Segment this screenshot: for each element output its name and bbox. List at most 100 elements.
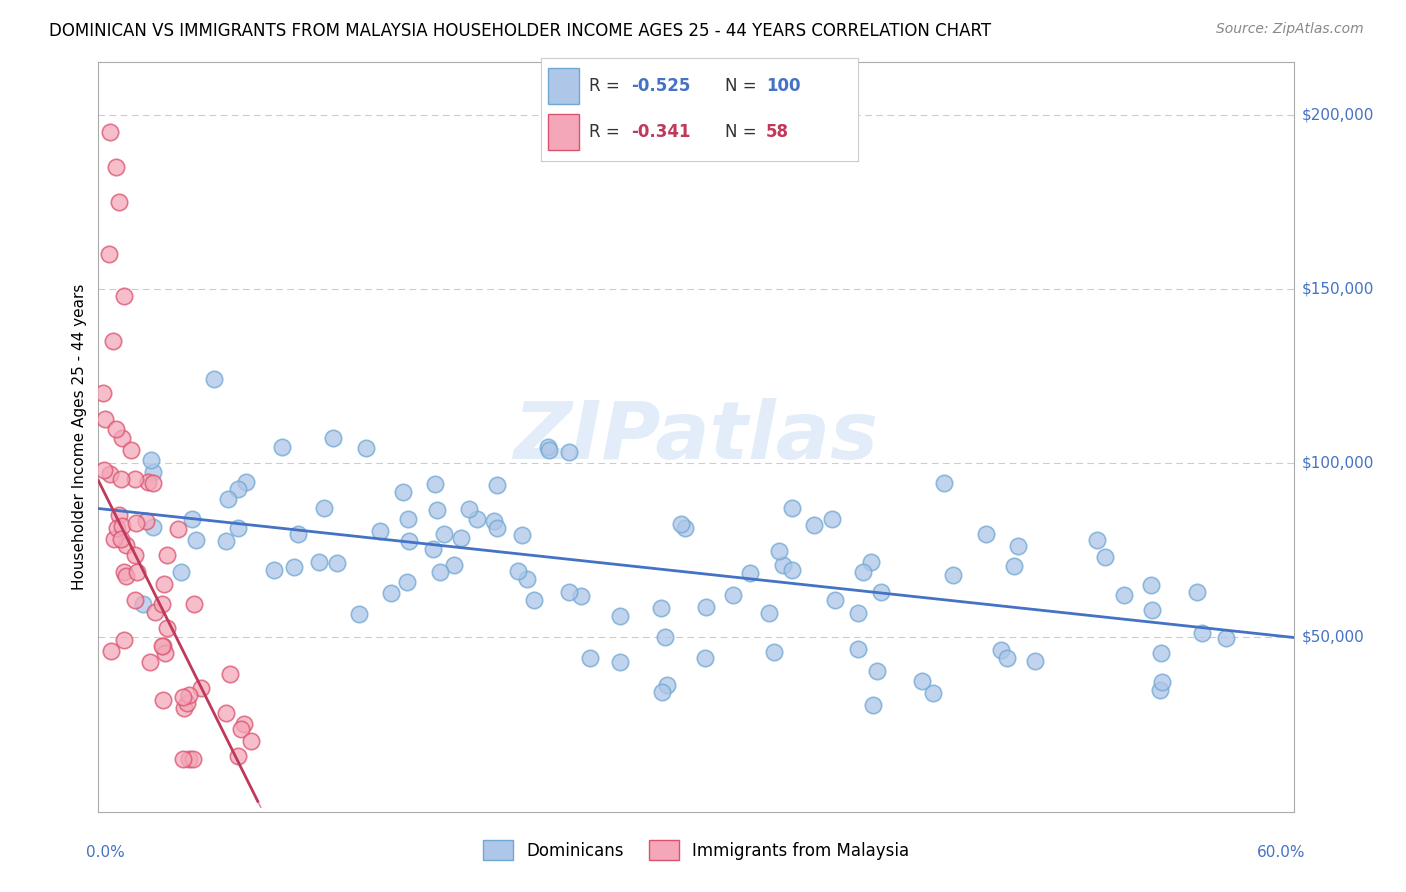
Point (152, 639, 174, 653)
Point (150, 597, 173, 611)
Point (226, 482, 249, 496)
Point (1002, 558, 1025, 573)
Point (1024, 653, 1046, 667)
Point (153, 577, 176, 591)
Point (443, 558, 465, 572)
Point (98, 247, 121, 261)
Text: $50,000: $50,000 (1302, 630, 1365, 645)
Point (173, 701, 195, 715)
Point (141, 452, 163, 467)
Point (124, 472, 146, 486)
Point (167, 522, 190, 536)
Point (974, 527, 997, 541)
Point (1114, 588, 1136, 602)
Point (181, 752, 204, 766)
Point (782, 500, 804, 515)
Point (486, 521, 509, 535)
Point (934, 476, 956, 491)
Point (112, 565, 135, 579)
Point (1191, 626, 1213, 640)
Point (1140, 603, 1163, 617)
Point (239, 734, 262, 748)
Point (103, 334, 125, 349)
Point (326, 556, 349, 570)
Point (100, 644, 122, 658)
Point (396, 512, 419, 526)
Point (141, 475, 163, 490)
Point (132, 597, 155, 611)
Point (821, 512, 844, 526)
Point (537, 442, 560, 457)
Point (824, 593, 846, 607)
Point (522, 593, 544, 607)
Text: 58: 58 (766, 123, 789, 141)
Point (942, 567, 965, 582)
Point (465, 512, 488, 526)
Point (860, 555, 883, 569)
Text: 0.0%: 0.0% (87, 846, 125, 861)
Point (510, 528, 533, 542)
Point (846, 641, 869, 656)
Point (558, 444, 581, 458)
Point (93, 463, 115, 477)
Point (110, 532, 132, 546)
Point (142, 465, 165, 479)
Point (866, 664, 889, 678)
Point (112, 632, 135, 647)
Point (170, 565, 193, 579)
Point (105, 422, 128, 436)
Point (395, 575, 418, 590)
Point (176, 696, 198, 710)
Point (450, 531, 472, 545)
Point (156, 621, 179, 635)
Bar (548, 114, 579, 150)
Point (105, 521, 128, 535)
Point (107, 194, 129, 209)
Point (738, 566, 761, 581)
Point (312, 501, 335, 516)
Point (1139, 578, 1161, 592)
Point (125, 565, 148, 579)
Point (803, 518, 825, 533)
Point (780, 563, 803, 577)
Point (609, 609, 631, 624)
Point (152, 693, 174, 707)
Point (911, 673, 934, 688)
Point (155, 549, 177, 563)
Point (695, 600, 717, 615)
Point (1085, 533, 1108, 547)
Text: N =: N = (725, 123, 762, 141)
Point (94, 412, 117, 426)
Point (283, 559, 305, 574)
Point (1149, 683, 1171, 698)
Point (229, 722, 252, 736)
Point (150, 640, 173, 654)
Point (135, 514, 157, 528)
Text: N =: N = (725, 77, 762, 95)
Point (721, 588, 744, 602)
Point (763, 645, 786, 659)
Point (111, 431, 134, 445)
Point (426, 502, 449, 516)
Point (124, 548, 146, 562)
Text: 60.0%: 60.0% (1257, 846, 1306, 861)
Point (557, 585, 579, 599)
Point (104, 160, 127, 174)
Point (846, 606, 869, 620)
Point (111, 519, 134, 533)
Point (143, 605, 166, 619)
Point (1007, 539, 1029, 553)
Point (263, 563, 285, 577)
Text: DOMINICAN VS IMMIGRANTS FROM MALAYSIA HOUSEHOLDER INCOME AGES 25 - 44 YEARS CORR: DOMINICAN VS IMMIGRANTS FROM MALAYSIA HO… (49, 22, 991, 40)
Point (226, 749, 249, 764)
Point (506, 564, 529, 578)
Text: Source: ZipAtlas.com: Source: ZipAtlas.com (1216, 22, 1364, 37)
Point (177, 752, 200, 766)
Point (671, 516, 693, 531)
Point (172, 690, 194, 704)
Point (995, 650, 1018, 665)
Point (233, 717, 256, 731)
Text: $100,000: $100,000 (1302, 456, 1374, 471)
Point (190, 681, 212, 695)
Point (457, 501, 479, 516)
